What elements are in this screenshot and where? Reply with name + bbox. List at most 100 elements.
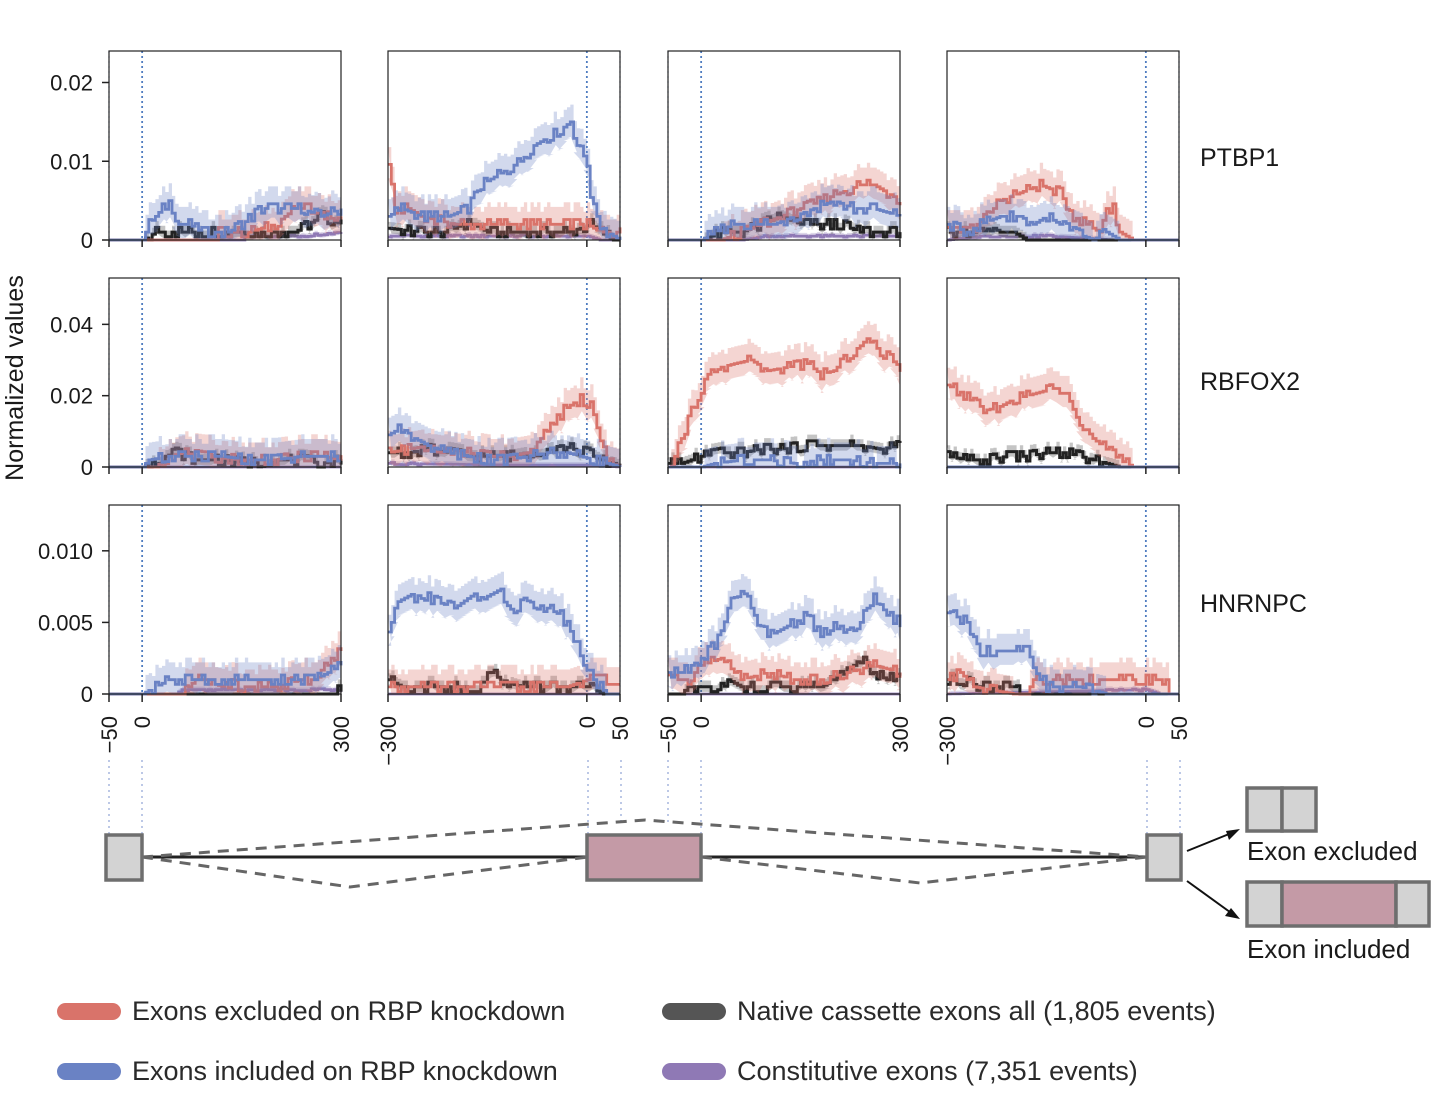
panel-ptbp1-2 bbox=[387, 50, 622, 247]
y-tick-label: 0.04 bbox=[50, 312, 93, 337]
panel-ptbp1-1: 0 0.01 0.02 bbox=[50, 50, 343, 253]
legend-label-included: Exons included on RBP knockdown bbox=[132, 1056, 558, 1086]
y-tick-label: 0 bbox=[81, 455, 93, 480]
series-line-native bbox=[668, 439, 902, 465]
panel-rbfox2-3 bbox=[667, 277, 902, 474]
x-tick-label: −50 bbox=[97, 716, 122, 753]
legend-swatch-excluded bbox=[57, 1003, 121, 1020]
legend-constitutive: Constitutive exons (7,351 events) bbox=[662, 1056, 1138, 1087]
confidence-band-included bbox=[668, 574, 900, 692]
series-line-excluded bbox=[668, 178, 902, 242]
confidence-band-included bbox=[388, 571, 620, 694]
splicing-diagram: Exon excluded Exon included bbox=[104, 786, 1431, 964]
legend-excluded: Exons excluded on RBP knockdown bbox=[57, 996, 565, 1027]
legend-label-native: Native cassette exons all (1,805 events) bbox=[737, 996, 1216, 1026]
panel-frame bbox=[946, 277, 1180, 468]
panel-frame bbox=[108, 277, 342, 468]
x-tick-label: 300 bbox=[329, 716, 354, 753]
series-line-excluded bbox=[947, 178, 1179, 242]
panel-ptbp1-4 bbox=[946, 50, 1180, 247]
y-tick-label: 0.005 bbox=[38, 610, 93, 635]
panel-hnrnpc-3: −50 0 300 bbox=[656, 504, 913, 753]
legend-swatch-included bbox=[57, 1063, 121, 1080]
confidence-band-excluded bbox=[388, 147, 620, 240]
included-isoform-cassette bbox=[1280, 880, 1398, 928]
confidence-band-excluded bbox=[668, 639, 900, 694]
panel-frame bbox=[667, 50, 901, 241]
series-line-included bbox=[109, 450, 341, 469]
panel-frame bbox=[387, 277, 621, 468]
included-isoform-exon-1 bbox=[1245, 880, 1284, 928]
series-line-included bbox=[388, 120, 622, 240]
y-tick-label: 0.02 bbox=[50, 384, 93, 409]
series-line-included bbox=[668, 589, 902, 679]
series-line-included bbox=[388, 423, 622, 468]
panel-rbfox2-2 bbox=[387, 277, 622, 474]
confidence-band-constitutive bbox=[109, 229, 341, 240]
row-label-ptbp1: PTBP1 bbox=[1200, 144, 1279, 172]
exon-excluded-label: Exon excluded bbox=[1247, 836, 1418, 866]
confidence-band-excluded bbox=[947, 366, 1179, 467]
y-tick-label: 0 bbox=[81, 682, 93, 707]
confidence-band-included bbox=[668, 183, 900, 240]
row-label-hnrnpc: HNRNPC bbox=[1200, 590, 1307, 618]
confidence-band-included bbox=[109, 183, 341, 240]
panel-frame bbox=[387, 50, 621, 241]
excluded-isoform-exon-1 bbox=[1245, 786, 1284, 833]
row-label-rbfox2: RBFOX2 bbox=[1200, 368, 1300, 396]
confidence-band-excluded bbox=[109, 186, 341, 240]
confidence-band-excluded bbox=[947, 162, 1179, 240]
cassette-exon bbox=[585, 833, 703, 882]
inclusion-junction-upper bbox=[141, 818, 1148, 859]
arrow-excluded bbox=[1186, 831, 1235, 852]
upstream-exon bbox=[104, 833, 144, 882]
x-tick-label: −300 bbox=[376, 716, 401, 766]
confidence-band-included bbox=[947, 194, 1179, 240]
x-tick-label: −50 bbox=[656, 716, 681, 753]
panel-frame bbox=[667, 504, 901, 695]
confidence-band-excluded bbox=[388, 377, 620, 467]
panel-rbfox2-4 bbox=[946, 277, 1180, 474]
confidence-band-native bbox=[668, 434, 900, 467]
y-tick-label: 0 bbox=[81, 228, 93, 253]
panel-rbfox2-1: 0 0.02 0.04 bbox=[50, 277, 343, 480]
legend-native: Native cassette exons all (1,805 events) bbox=[662, 996, 1216, 1027]
series-line-included bbox=[109, 199, 343, 242]
panel-frame bbox=[667, 277, 901, 468]
legend-label-constitutive: Constitutive exons (7,351 events) bbox=[737, 1056, 1138, 1086]
confidence-band-excluded bbox=[109, 631, 341, 694]
series-line-included bbox=[668, 199, 902, 242]
series-line-excluded bbox=[947, 382, 1179, 469]
series-line-excluded bbox=[388, 673, 620, 693]
panel-frame bbox=[946, 50, 1180, 241]
legend-included: Exons included on RBP knockdown bbox=[57, 1056, 558, 1087]
y-tick-label: 0.010 bbox=[38, 539, 93, 564]
x-tick-label: 0 bbox=[575, 716, 600, 728]
panel-frame bbox=[108, 50, 342, 241]
confidence-band-native bbox=[947, 668, 1179, 694]
series-line-included bbox=[388, 587, 620, 696]
x-tick-label: 0 bbox=[689, 716, 714, 728]
x-tick-label: 50 bbox=[1167, 716, 1192, 740]
arrow-included bbox=[1186, 880, 1235, 916]
arrowhead-included bbox=[1225, 908, 1240, 919]
inclusion-junction-lower bbox=[141, 855, 589, 889]
panel-hnrnpc-2: −300 0 50 bbox=[376, 504, 633, 766]
y-tick-label: 0.02 bbox=[50, 71, 93, 96]
excluded-isoform-exon-2 bbox=[1280, 786, 1318, 833]
exon-included-label: Exon included bbox=[1247, 934, 1410, 964]
arrowhead-excluded bbox=[1226, 829, 1240, 840]
x-tick-label: 0 bbox=[130, 716, 155, 728]
confidence-band-excluded bbox=[668, 162, 900, 240]
panel-ptbp1-3 bbox=[667, 50, 902, 247]
panel-frame bbox=[946, 504, 1180, 695]
y-tick-label: 0.01 bbox=[50, 149, 93, 174]
legend-swatch-native bbox=[662, 1003, 726, 1020]
confidence-band-excluded bbox=[947, 652, 1179, 694]
legend-label-excluded: Exons excluded on RBP knockdown bbox=[132, 996, 566, 1026]
series-line-included bbox=[947, 210, 1179, 242]
inclusion-junction-lower-right bbox=[700, 855, 1148, 885]
legend-swatch-constitutive bbox=[662, 1063, 726, 1080]
